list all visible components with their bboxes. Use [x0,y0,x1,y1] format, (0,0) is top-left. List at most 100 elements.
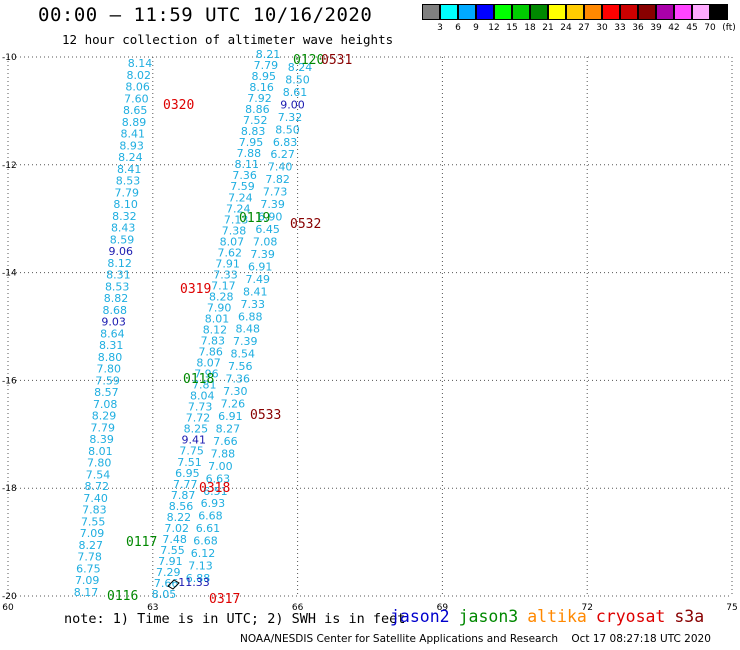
swh-value: 9.41 [181,434,206,447]
swh-value: 7.95 [239,136,264,149]
lat-label: -14 [2,269,17,279]
swh-value: 8.24 [288,61,313,74]
swh-value: 7.80 [97,363,122,376]
swh-value: 8.32 [112,210,137,223]
swh-value: 7.73 [263,186,288,199]
swh-value: 6.91 [218,410,243,423]
swh-value: 7.17 [211,279,236,292]
swh-value: 7.80 [87,457,112,470]
swh-value: 8.53 [105,280,130,293]
legend-label: 70 [704,23,716,33]
swh-value: 8.12 [203,324,228,337]
swh-value: 7.24 [228,191,253,204]
map-subtitle: 12 hour collection of altimeter wave hei… [62,32,394,47]
swh-value: 7.59 [95,374,120,387]
swh-value: 7.92 [247,92,272,105]
legend-label: 42 [668,23,680,33]
legend-swatch [710,4,728,20]
mission-altika: altika [527,607,587,626]
swh-value: 7.83 [201,335,226,348]
lon-label: 69 [437,603,449,613]
swh-value: 7.96 [194,368,219,381]
legend-label: 33 [614,23,626,33]
legend-swatch [584,4,602,20]
swh-value: 8.64 [100,327,125,340]
legend-swatch [566,4,584,20]
lon-label: 63 [147,603,158,613]
altimeter-track: 8.217.798.958.167.928.867.528.837.957.88… [152,48,281,601]
swh-value: 7.26 [221,398,246,411]
mission-jason3: jason3 [458,607,519,626]
swh-value: 8.65 [123,104,148,117]
swh-value: 7.38 [222,224,247,237]
lat-label: -16 [2,376,17,386]
swh-value: 6.68 [198,510,223,523]
footer-note: note: 1) Time is in UTC; 2) SWH is in fe… [64,611,406,627]
swh-value: 7.81 [192,379,217,392]
swh-value: 8.04 [190,390,215,403]
legend-swatch [620,4,638,20]
lat-label: -20 [2,592,17,602]
swh-value: 7.13 [188,560,213,573]
pass-label-0531: 0531 [321,53,352,68]
swh-value: 6.91 [248,260,273,273]
swh-value: 6.90 [258,211,283,224]
swh-value: 8.16 [249,81,274,94]
pass-label-0318: 0318 [199,481,230,496]
swh-value: 8.05 [152,588,177,601]
swh-value: 7.52 [243,114,268,127]
swh-value: 8.82 [104,292,129,305]
swh-value: 7.08 [253,235,278,248]
swh-value: 7.66 [213,435,238,448]
swh-value: 7.36 [232,169,257,182]
swh-value: 8.83 [241,125,266,138]
mission-cryosat: cryosat [595,607,666,626]
swh-value: 7.33 [213,268,238,281]
swh-value: 8.22 [167,511,192,524]
swh-value: 8.28 [209,290,234,303]
swh-value: 8.02 [127,69,152,82]
swh-value: 8.89 [122,116,147,129]
lon-label: 66 [292,603,304,613]
pass-label-0119: 0119 [239,211,270,226]
swh-value: 7.82 [265,173,290,186]
swh-value: 6.45 [255,223,280,236]
legend-swatch [656,4,674,20]
mission-jason2: jason2 [390,607,450,626]
legend-swatch [422,4,440,20]
swh-value: 6.88 [238,310,263,323]
swh-value: 7.54 [86,468,111,481]
swh-value: 7.60 [124,92,149,105]
swh-value: 7.09 [75,574,100,587]
legend-swatch [512,4,530,20]
footer-credit: NOAA/NESDIS Center for Satellite Applica… [240,633,711,645]
swh-value: 7.62 [218,246,243,259]
legend-label: 30 [596,23,608,33]
swh-value: 7.39 [260,198,285,211]
swh-value: 7.55 [160,544,185,557]
swh-value: 8.57 [94,386,119,399]
swh-value: 6.68 [193,535,218,548]
swh-value: 7.49 [245,273,270,286]
swh-value: 8.54 [231,348,256,361]
swh-value: 7.73 [188,401,213,414]
legend-label: 3 [437,23,443,33]
swh-value: 8.86 [245,103,270,116]
swh-value: 7.02 [164,522,189,535]
swh-value: 7.40 [268,161,293,174]
legend-swatch [692,4,710,20]
swh-value: 7.30 [223,385,248,398]
lon-label: 72 [581,603,592,613]
swh-value: 7.29 [156,566,181,579]
legend-swatch [458,4,476,20]
swh-value: 7.56 [228,360,253,373]
swh-value: 8.06 [125,81,150,94]
swh-value: 6.12 [191,547,216,560]
pass-label-0117: 0117 [126,535,157,550]
swh-value: 8.27 [79,539,104,552]
swh-value: 7.83 [82,504,107,517]
swh-value: 7.78 [77,551,102,564]
swh-value: 8.50 [275,123,300,136]
swh-value: 9.00 [280,98,305,111]
